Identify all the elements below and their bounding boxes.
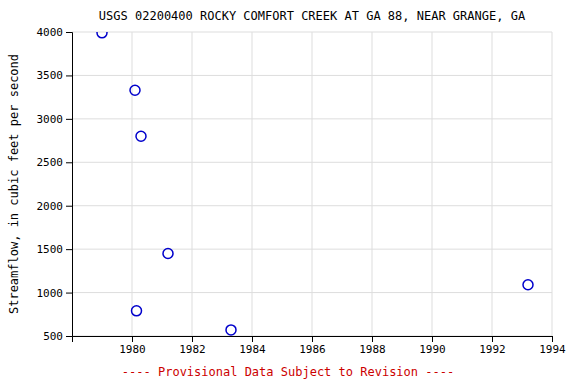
tick-mark — [372, 336, 373, 342]
tick: 1992 — [479, 336, 506, 356]
tick-label: 3000 — [37, 113, 64, 126]
grid — [72, 32, 552, 336]
grid-line — [312, 32, 313, 336]
point — [226, 325, 236, 335]
tick-label: 1984 — [239, 343, 266, 356]
y-axis: 500 1000 1500 2000 2500 3000 3500 4000 — [37, 26, 73, 343]
tick-label: 1990 — [419, 343, 446, 356]
tick: 1982 — [179, 336, 206, 356]
plot-area: 1980 1982 1984 1986 1988 1990 1992 1994 500 1000 1… — [37, 26, 567, 356]
tick: 1980 — [119, 336, 146, 356]
tick-mark — [66, 75, 72, 76]
grid-line — [132, 32, 133, 336]
axis-line — [66, 33, 73, 337]
point — [523, 280, 533, 290]
tick-label: 1992 — [479, 343, 506, 356]
tick-label: 1986 — [299, 343, 326, 356]
tick-label: 500 — [43, 330, 63, 343]
point — [97, 32, 107, 38]
tick-mark — [492, 336, 493, 342]
grid-line — [72, 75, 552, 76]
tick: 1000 — [37, 287, 73, 300]
grid-line — [372, 32, 373, 336]
tick-mark — [192, 336, 193, 342]
points — [97, 32, 533, 335]
grid-line — [192, 32, 193, 336]
tick-mark — [66, 162, 72, 163]
tick-label: 1988 — [359, 343, 386, 356]
chart: 1980 1982 1984 1986 1988 1990 1992 1994 500 1000 1… — [0, 0, 576, 384]
tick-mark — [66, 336, 72, 337]
tick-label: 4000 — [37, 26, 64, 39]
tick-label: 1000 — [37, 287, 64, 300]
grid-line — [552, 32, 553, 336]
grid-line — [72, 162, 552, 163]
y-axis-title: Streamflow, in cubic feet per second — [7, 54, 21, 314]
point — [163, 248, 173, 258]
tick: 3500 — [37, 69, 73, 82]
tick-label: 3500 — [37, 69, 64, 82]
axis-line — [73, 337, 553, 343]
grid-line — [252, 32, 253, 336]
point — [132, 306, 142, 316]
tick-label: 1982 — [179, 343, 206, 356]
tick: 3000 — [37, 113, 73, 126]
tick-mark — [66, 119, 72, 120]
grid-line — [432, 32, 433, 336]
tick-mark — [66, 206, 72, 207]
tick: 2500 — [37, 156, 73, 169]
grid-line — [72, 32, 552, 33]
x-axis: 1980 1982 1984 1986 1988 1990 1992 1994 — [73, 336, 567, 356]
tick-label: 1500 — [37, 243, 64, 256]
tick: 500 — [43, 330, 72, 343]
tick-label: 2000 — [37, 200, 64, 213]
tick: 1500 — [37, 243, 73, 256]
point — [130, 85, 140, 95]
tick-mark — [132, 336, 133, 342]
tick-label: 1980 — [119, 343, 146, 356]
title: USGS 02200400 ROCKY COMFORT CREEK AT GA … — [99, 9, 526, 23]
tick-mark — [552, 336, 553, 342]
tick: 2000 — [37, 200, 73, 213]
grid-line — [72, 292, 552, 293]
grid-line — [72, 249, 552, 250]
tick-mark — [66, 293, 72, 294]
point — [136, 131, 146, 141]
tick: 1990 — [419, 336, 446, 356]
tick-mark — [312, 336, 313, 342]
tick-label: 2500 — [37, 156, 64, 169]
tick: 1994 — [539, 336, 566, 356]
grid-line — [492, 32, 493, 336]
tick: 4000 — [37, 26, 73, 39]
tick-mark — [66, 32, 72, 33]
grid-line — [72, 118, 552, 119]
tick: 1984 — [239, 336, 266, 356]
grid-line — [72, 205, 552, 206]
tick-mark — [252, 336, 253, 342]
tick: 1988 — [359, 336, 386, 356]
tick: 1986 — [299, 336, 326, 356]
tick-mark — [432, 336, 433, 342]
footer-text: ---- Provisional Data Subject to Revisio… — [122, 365, 454, 379]
tick-mark — [66, 249, 72, 250]
tick-label: 1994 — [539, 343, 566, 356]
